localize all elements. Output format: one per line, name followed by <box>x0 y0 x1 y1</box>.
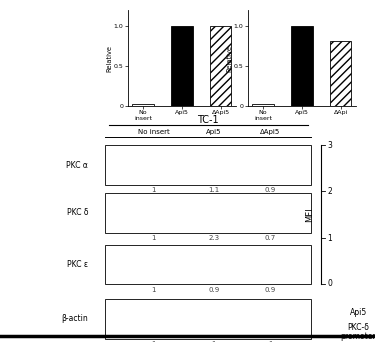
Bar <box>128 160 180 170</box>
Text: PKC δ: PKC δ <box>67 208 88 218</box>
Bar <box>188 208 240 218</box>
Bar <box>196 156 232 174</box>
Text: 1: 1 <box>152 341 156 342</box>
Text: 3: 3 <box>327 141 332 150</box>
Y-axis label: Relative: Relative <box>106 45 112 71</box>
Text: 2.3: 2.3 <box>208 235 219 241</box>
Text: 0: 0 <box>327 279 332 288</box>
Text: 1: 1 <box>152 287 156 293</box>
Bar <box>105 145 311 185</box>
Bar <box>252 156 288 174</box>
Bar <box>201 202 226 224</box>
Text: No insert: No insert <box>138 129 170 135</box>
Text: 1: 1 <box>211 341 216 342</box>
Bar <box>257 202 283 224</box>
Text: PKC-δ: PKC-δ <box>347 323 369 332</box>
Text: 0.7: 0.7 <box>264 235 276 241</box>
Bar <box>105 299 311 339</box>
Bar <box>196 310 232 328</box>
Bar <box>132 104 154 106</box>
Bar <box>141 308 166 330</box>
Bar <box>201 253 226 275</box>
Text: 2: 2 <box>327 186 332 196</box>
Bar <box>136 204 172 222</box>
Text: 1: 1 <box>152 187 156 194</box>
Bar <box>252 104 274 106</box>
Bar <box>201 154 226 176</box>
Bar <box>244 160 296 170</box>
Y-axis label: Relative: Relative <box>226 45 232 71</box>
Bar <box>244 314 296 324</box>
Bar <box>291 26 312 106</box>
Bar <box>244 208 296 218</box>
Bar <box>136 255 172 273</box>
Bar <box>257 154 283 176</box>
Text: 1: 1 <box>268 341 272 342</box>
Bar <box>128 259 180 269</box>
Bar <box>141 253 166 275</box>
Bar <box>128 208 180 218</box>
Bar <box>105 193 311 233</box>
Bar <box>252 204 288 222</box>
Bar <box>171 26 192 106</box>
Bar <box>136 310 172 328</box>
Bar <box>141 154 166 176</box>
Bar <box>136 156 172 174</box>
Bar <box>188 314 240 324</box>
Text: ΔApi5: ΔApi5 <box>260 129 280 135</box>
Text: 0.9: 0.9 <box>208 287 219 293</box>
Bar <box>252 255 288 273</box>
Bar <box>188 259 240 269</box>
Bar <box>210 26 231 106</box>
Bar <box>252 310 288 328</box>
Bar <box>196 255 232 273</box>
Bar <box>257 253 283 275</box>
Bar <box>244 259 296 269</box>
Bar <box>128 314 180 324</box>
Text: PKC ε: PKC ε <box>67 260 88 269</box>
Bar <box>330 41 351 106</box>
Text: Api5: Api5 <box>206 129 222 135</box>
Bar <box>257 308 283 330</box>
Text: 1: 1 <box>327 234 332 243</box>
Text: Api5: Api5 <box>350 307 367 317</box>
Bar <box>105 245 311 284</box>
Text: β-actin: β-actin <box>62 314 88 324</box>
Text: 0.9: 0.9 <box>264 287 276 293</box>
Bar <box>141 202 166 224</box>
Text: TC-1: TC-1 <box>197 115 219 125</box>
Text: 1.1: 1.1 <box>208 187 219 194</box>
Bar <box>188 160 240 170</box>
Bar <box>196 204 232 222</box>
Text: 1: 1 <box>152 235 156 241</box>
Text: promoter: promoter <box>340 331 375 341</box>
Text: 0.9: 0.9 <box>264 187 276 194</box>
Text: MFI: MFI <box>305 207 314 222</box>
Text: PKC α: PKC α <box>66 160 88 170</box>
Bar <box>201 308 226 330</box>
